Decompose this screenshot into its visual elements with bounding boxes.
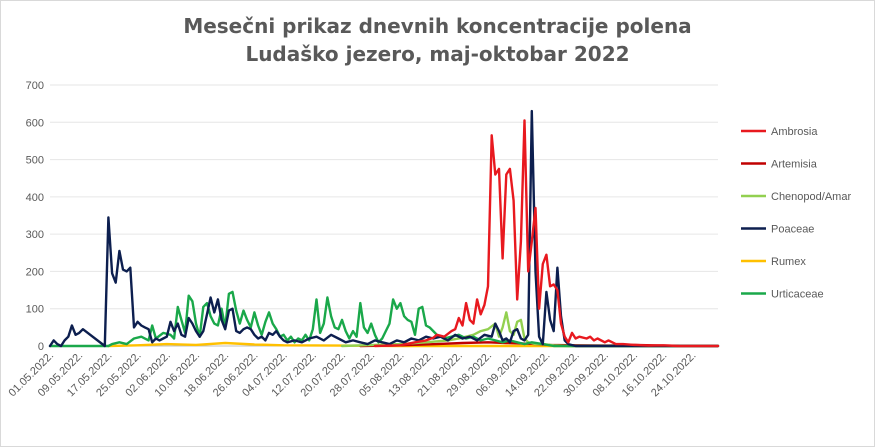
y-tick-label: 300 xyxy=(26,229,44,241)
series-line-ambrosia xyxy=(373,119,720,348)
y-tick-label: 400 xyxy=(26,192,44,204)
y-tick-label: 200 xyxy=(26,266,44,278)
series-line-poaceae xyxy=(48,109,720,348)
legend-label-artemisia: Artemisia xyxy=(771,159,818,171)
series-lines xyxy=(48,109,720,348)
legend-label-chenopod-amar: Chenopod/Amar xyxy=(771,191,851,203)
y-axis: 0 100 200 300 400 500 600 700 xyxy=(26,80,44,353)
legend-label-rumex: Rumex xyxy=(771,256,806,268)
legend: Ambrosia Artemisia Chenopod/Amar Poaceae Rum… xyxy=(741,126,851,301)
chart-title-line-2: Ludaško jezero, maj-oktobar 2022 xyxy=(245,42,630,66)
y-tick-label: 0 xyxy=(38,341,44,353)
chart-title-line-1: Mesečni prikaz dnevnih koncentracije pol… xyxy=(183,14,692,38)
legend-label-ambrosia: Ambrosia xyxy=(771,126,818,138)
y-tick-label: 100 xyxy=(26,304,44,316)
y-tick-label: 700 xyxy=(26,80,44,92)
y-tick-label: 500 xyxy=(26,155,44,167)
series-line-urticaceae xyxy=(48,290,720,348)
legend-label-urticaceae: Urticaceae xyxy=(771,289,824,301)
gridlines xyxy=(50,84,718,347)
x-axis: 01.05.2022.09.05.2022.17.05.2022.25.05.2… xyxy=(7,350,699,400)
y-tick-label: 600 xyxy=(26,117,44,129)
legend-label-poaceae: Poaceae xyxy=(771,224,814,236)
